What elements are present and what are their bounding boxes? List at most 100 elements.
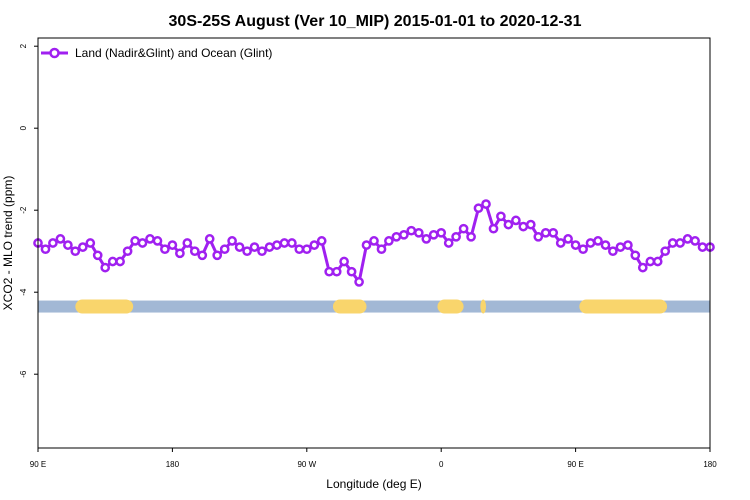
data-point-71	[563, 234, 573, 244]
data-point-56	[451, 231, 461, 242]
data-point-26	[227, 236, 237, 246]
data-point-16	[152, 236, 163, 246]
data-point-37	[309, 240, 320, 250]
data-point-41	[339, 256, 349, 267]
data-point-83	[652, 256, 663, 267]
legend: Land (Nadir&Glint) and Ocean (Glint)	[41, 46, 272, 60]
x-tick-label-0: 90 E	[30, 460, 46, 469]
data-point-19	[175, 248, 185, 259]
y-tick-label-3: -4	[19, 288, 28, 296]
data-point-34	[287, 238, 297, 248]
data-point-62	[496, 211, 506, 222]
data-point-14	[137, 238, 148, 248]
data-point-44	[361, 240, 372, 250]
data-point-23	[204, 234, 215, 244]
data-point-80	[630, 250, 641, 261]
data-point-85	[667, 238, 678, 248]
data-point-32	[272, 240, 282, 250]
data-point-25	[219, 244, 230, 255]
data-point-5	[70, 246, 81, 257]
ocean-band	[38, 300, 710, 313]
data-point-89	[697, 242, 708, 252]
data-point-2	[48, 238, 58, 248]
data-point-59	[473, 203, 484, 214]
data-point-82	[645, 256, 656, 267]
data-point-3	[55, 234, 66, 244]
data-point-33	[279, 238, 290, 248]
data-point-88	[690, 236, 700, 246]
data-point-22	[197, 250, 208, 261]
y-tick-label-2: -2	[19, 206, 28, 214]
data-point-10	[107, 256, 118, 267]
data-point-21	[189, 246, 200, 257]
data-point-68	[540, 227, 551, 238]
chart-title: 30S-25S August (Ver 10_MIP) 2015-01-01 t…	[169, 13, 582, 30]
data-point-45	[369, 236, 379, 246]
data-point-40	[331, 266, 342, 277]
data-point-4	[63, 240, 73, 250]
data-point-28	[242, 246, 252, 257]
data-point-51	[413, 227, 424, 238]
data-point-39	[324, 266, 335, 277]
data-point-18	[167, 240, 178, 250]
data-point-67	[533, 231, 544, 242]
data-point-61	[488, 223, 499, 234]
y-tick-label-4: -6	[19, 370, 28, 378]
data-point-47	[384, 236, 394, 246]
data-point-74	[585, 238, 596, 248]
data-point-84	[660, 246, 671, 257]
data-point-29	[249, 242, 260, 252]
data-point-7	[85, 238, 96, 248]
data-point-17	[160, 244, 170, 255]
data-point-72	[570, 240, 581, 250]
data-point-6	[77, 242, 88, 252]
data-point-43	[354, 277, 364, 287]
data-point-60	[481, 199, 491, 209]
data-point-30	[257, 246, 267, 257]
data-point-81	[637, 262, 648, 273]
x-tick-label-4: 90 E	[567, 460, 583, 469]
land-segment-3	[480, 299, 486, 314]
data-point-75	[593, 236, 603, 246]
x-axis: 90 E 180 90 W 0 90 E 180	[30, 448, 717, 469]
y-tick-label-1: 0	[19, 125, 28, 130]
data-point-58	[466, 231, 476, 242]
data-point-54	[436, 227, 447, 238]
data-point-65	[518, 221, 529, 232]
x-tick-label-3: 0	[439, 460, 444, 469]
y-tick-label-0: 2	[19, 43, 28, 48]
land-segment-4	[579, 299, 668, 314]
data-point-70	[555, 238, 566, 248]
data-point-50	[406, 225, 417, 236]
data-point-31	[264, 242, 275, 252]
data-point-13	[130, 236, 140, 246]
land-segment-2	[437, 299, 464, 314]
data-point-73	[578, 244, 588, 255]
data-point-1	[40, 244, 51, 255]
data-point-48	[391, 231, 402, 242]
data-point-8	[92, 250, 103, 261]
data-point-9	[100, 262, 111, 273]
land-segment-1	[332, 299, 367, 314]
data-point-11	[115, 256, 125, 267]
data-point-53	[428, 229, 439, 240]
y-axis: 2 0 -2 -4 -6	[19, 43, 38, 378]
surface-band	[38, 299, 710, 314]
data-point-69	[548, 227, 559, 238]
data-point-86	[675, 238, 685, 248]
plot-frame	[37, 37, 711, 449]
data-point-66	[525, 219, 536, 230]
data-point-42	[346, 266, 357, 277]
data-point-55	[443, 238, 454, 248]
data-point-77	[608, 246, 618, 257]
data-point-52	[421, 234, 432, 244]
x-tick-label-5: 180	[703, 460, 717, 469]
legend-label: Land (Nadir&Glint) and Ocean (Glint)	[75, 46, 272, 60]
y-axis-label: XCO2 - MLO trend (ppm)	[1, 176, 15, 311]
data-point-46	[376, 244, 387, 255]
data-point-64	[511, 215, 521, 226]
x-tick-label-2: 90 W	[297, 460, 316, 469]
data-point-35	[294, 244, 305, 255]
legend-marker	[49, 47, 60, 59]
land-segment-0	[75, 299, 134, 314]
